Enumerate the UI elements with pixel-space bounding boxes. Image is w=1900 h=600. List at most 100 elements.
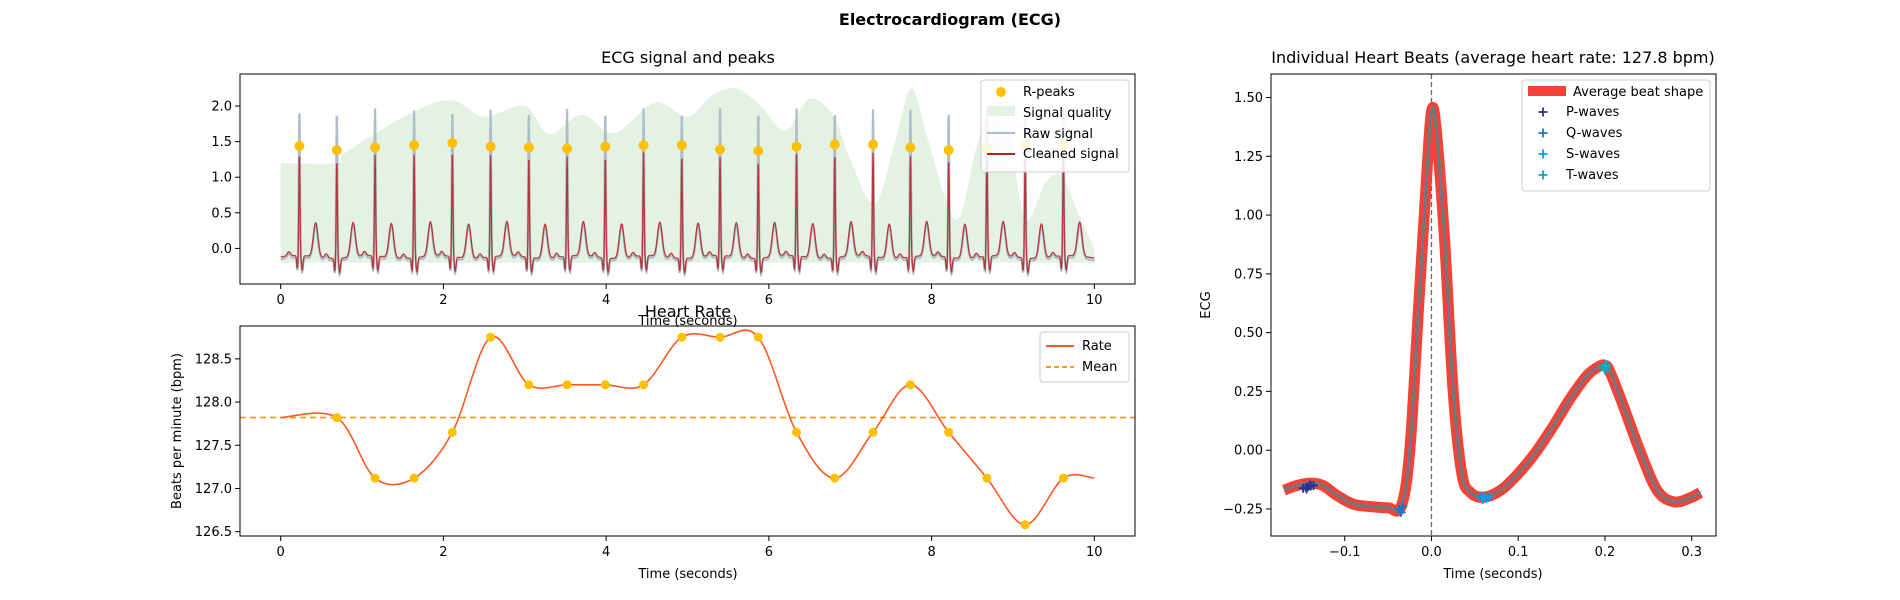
x-tick-label: 8 <box>927 545 935 560</box>
ecg-legend-box <box>980 79 1130 173</box>
rate-point <box>792 427 802 437</box>
x-tick-label: 0.0 <box>1421 545 1442 560</box>
r-peak-point <box>485 141 496 152</box>
r-peak-point <box>676 140 687 151</box>
hr-legend-label: Rate <box>1082 339 1112 354</box>
r-peak-point <box>294 140 305 151</box>
s-wave-marker <box>1478 495 1488 505</box>
r-peak-point <box>409 140 420 151</box>
y-tick-label: 127.0 <box>195 482 232 497</box>
y-tick-label: 0.25 <box>1234 385 1263 400</box>
rate-point <box>332 413 342 423</box>
r-peak-point <box>715 144 726 155</box>
ecg-legend-label: Signal quality <box>1023 106 1112 121</box>
beats-legend-box <box>1521 79 1711 192</box>
x-tick-label: 10 <box>1086 545 1103 560</box>
ecg-legend-label: R-peaks <box>1023 85 1075 100</box>
rate-point <box>370 473 380 483</box>
ecg-legend: R-peaks Signal quality Raw signal Cleaned s… <box>980 79 1130 173</box>
beats-title: Individual Heart Beats (average heart ra… <box>1271 48 1715 67</box>
legend-quality-swatch <box>987 106 1015 116</box>
rate-point <box>715 332 725 342</box>
rate-point <box>639 380 649 390</box>
beats-legend: Average beat shape P-waves Q-waves S-waves T… <box>1521 79 1711 192</box>
s-wave-marker <box>1484 492 1494 502</box>
hr-axes-frame <box>239 325 1136 537</box>
r-peak-point <box>791 141 802 152</box>
x-tick-label: 6 <box>765 545 773 560</box>
q-wave-marker <box>1396 507 1406 517</box>
rate-line <box>280 329 1095 526</box>
r-peak-point <box>331 145 342 156</box>
x-tick-label: 6 <box>765 293 773 308</box>
y-tick-label: 127.5 <box>195 439 232 454</box>
rate-point <box>486 332 496 342</box>
beats-axes-frame <box>1270 73 1717 537</box>
r-peak-point <box>638 140 649 151</box>
heart-rate-panel: Heart Rate 0 2 4 6 8 10 126.5 127.0 127.5 128.0 12… <box>170 302 1136 582</box>
y-tick-label: 126.5 <box>195 525 232 540</box>
legend-r-peaks-swatch <box>996 87 1006 97</box>
individual-beats-lines <box>1284 105 1702 512</box>
ecg-xlabel: Time (seconds) <box>637 314 737 329</box>
y-tick-label: 1.0 <box>211 171 232 186</box>
t-wave-marker <box>1602 362 1612 372</box>
rate-point <box>600 380 610 390</box>
hr-ylabel: Beats per minute (bpm) <box>170 353 185 509</box>
hr-xlabel: Time (seconds) <box>637 567 737 582</box>
ecg-axes-frame <box>239 73 1136 285</box>
beats-legend-label: Average beat shape <box>1573 85 1703 100</box>
x-tick-label: 8 <box>927 293 935 308</box>
r-peak-point <box>370 142 381 153</box>
rate-point <box>1058 473 1068 483</box>
x-tick-label: −0.1 <box>1329 545 1361 560</box>
r-peak-point <box>868 139 879 150</box>
legend-p-waves-swatch <box>1538 107 1548 117</box>
r-peak-point <box>447 138 458 149</box>
y-tick-label: 1.50 <box>1234 91 1263 106</box>
y-tick-label: 0.50 <box>1234 326 1263 341</box>
rate-point <box>1020 520 1030 530</box>
legend-s-waves-swatch <box>1538 149 1548 159</box>
p-wave-marker <box>1305 480 1315 490</box>
rate-point <box>944 427 954 437</box>
x-tick-label: 0.3 <box>1681 545 1702 560</box>
ecg-legend-label: Raw signal <box>1023 127 1093 142</box>
x-tick-label: 0.2 <box>1595 545 1616 560</box>
hr-legend-box <box>1039 331 1130 383</box>
y-tick-label: 0.5 <box>211 206 232 221</box>
rate-point <box>753 332 763 342</box>
y-tick-label: 1.5 <box>211 135 232 150</box>
rate-point <box>677 332 687 342</box>
q-wave-marker <box>1398 502 1408 512</box>
y-tick-label: 0.75 <box>1234 267 1263 282</box>
r-peak-point <box>829 139 840 150</box>
beats-xlabel: Time (seconds) <box>1442 567 1542 582</box>
individual-beats-lines <box>1283 105 1702 513</box>
rate-point <box>447 427 457 437</box>
rate-point <box>830 473 840 483</box>
r-peak-point <box>600 141 611 152</box>
x-tick-label: 0 <box>277 545 285 560</box>
hr-title: Heart Rate <box>645 302 731 321</box>
x-tick-label: 2 <box>439 545 447 560</box>
x-tick-label: 4 <box>602 293 610 308</box>
hr-legend-label: Mean <box>1082 360 1117 375</box>
heart-beats-panel: Individual Heart Beats (average heart ra… <box>1199 48 1717 582</box>
y-tick-label: 1.25 <box>1234 150 1263 165</box>
ecg-signal-panel: ECG signal and peaks 0 2 4 6 8 10 0.0 0.5 1.0 1.5… <box>211 48 1136 329</box>
legend-avg-beat-swatch <box>1528 86 1566 96</box>
ecg-legend-label: Cleaned signal <box>1023 147 1119 162</box>
rate-point <box>409 473 419 483</box>
y-tick-label: 128.5 <box>195 352 232 367</box>
r-peak-point <box>523 142 534 153</box>
hr-legend: Rate Mean <box>1039 331 1130 383</box>
rate-point <box>562 380 572 390</box>
cleaned-signal-line <box>280 152 1095 275</box>
legend-t-waves-swatch <box>1538 170 1548 180</box>
r-peak-point <box>753 145 764 156</box>
suptitle: Electrocardiogram (ECG) <box>839 10 1061 29</box>
y-tick-label: 0.0 <box>211 242 232 257</box>
rate-point <box>524 380 534 390</box>
